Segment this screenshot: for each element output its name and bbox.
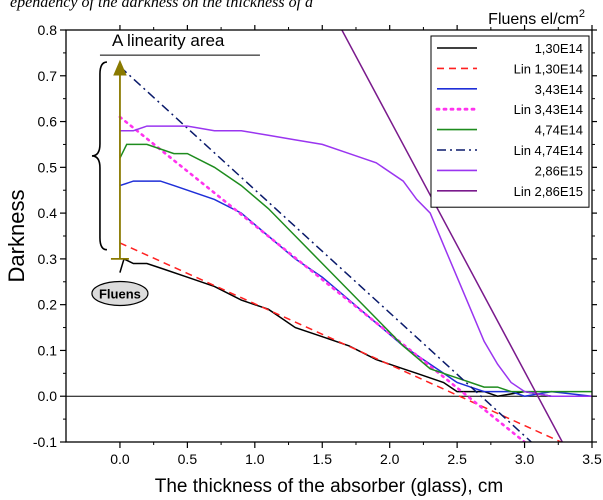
series-line-7 — [341, 30, 563, 442]
x-axis-title: The thickness of the absorber (glass), c… — [155, 476, 503, 497]
legend-label-7: Lin 2,86E15 — [514, 184, 583, 199]
axes-layer: 0.0 0.5 1.0 1.5 2.0 2.5 3.0 3.5 -0.1 0.0 0.1 0.2 0.3… — [4, 22, 602, 497]
linearity-brace — [91, 61, 108, 251]
x-tick-label: 1.5 — [313, 451, 333, 467]
legend-label-4: 4,74E14 — [535, 123, 583, 138]
legend-title: Fluens el/cm2 — [488, 8, 585, 28]
series-line-1 — [119, 242, 562, 442]
legend: Fluens el/cm2 1,30E14 Lin 1,30E14 3,43E14 Li… — [430, 8, 590, 208]
series-line-4 — [119, 143, 592, 393]
series-line-0 — [119, 257, 592, 397]
x-tick-label: 3.0 — [515, 451, 535, 467]
clipped-caption: ependency of the darkness on the thickne… — [10, 0, 314, 11]
y-tick-label: 0.2 — [38, 297, 58, 313]
y-tick-label: -0.1 — [33, 434, 57, 450]
legend-label-2: 3,43E14 — [535, 82, 583, 97]
fluens-badge — [91, 280, 149, 307]
fluens-arrow-head — [113, 59, 127, 76]
y-tick-label: 0.5 — [38, 159, 58, 175]
x-tick-label: 3.5 — [582, 451, 602, 467]
legend-label-0: 1,30E14 — [535, 41, 583, 56]
legend-title-text: Fluens el/cm — [488, 11, 579, 28]
x-tick-label: 1.0 — [245, 451, 265, 467]
x-tick-label: 2.0 — [380, 451, 400, 467]
legend-label-1: Lin 1,30E14 — [514, 61, 583, 76]
legend-label-6: 2,86E15 — [535, 163, 583, 178]
y-tick-label: 0.8 — [38, 22, 58, 38]
x-tick-label: 2.5 — [447, 451, 467, 467]
y-tick-label: 0.1 — [38, 342, 58, 358]
series-layer — [118, 30, 592, 442]
legend-label-3: Lin 3,43E14 — [514, 102, 583, 117]
y-axis-title: Darkness — [4, 190, 29, 283]
linearity-label: A linearity area — [112, 31, 225, 50]
fluens-label: Fluens — [99, 286, 141, 301]
x-tick-label: 0.0 — [110, 451, 130, 467]
x-tick-label: 0.5 — [178, 451, 198, 467]
series-line-6 — [119, 125, 592, 397]
series-line-3 — [118, 115, 526, 442]
legend-box — [430, 35, 590, 208]
y-tick-label: 0.0 — [38, 388, 58, 404]
legend-title-superscript: 2 — [579, 8, 585, 20]
legend-label-5: Lin 4,74E14 — [514, 143, 583, 158]
y-tick-label: 0.4 — [38, 205, 58, 221]
y-tick-label: 0.7 — [38, 68, 58, 84]
annotation-layer: A linearity area Fluens — [91, 31, 260, 307]
y-tick-label: 0.3 — [38, 251, 58, 267]
series-line-5 — [119, 66, 532, 442]
y-tick-label: 0.6 — [38, 114, 58, 130]
